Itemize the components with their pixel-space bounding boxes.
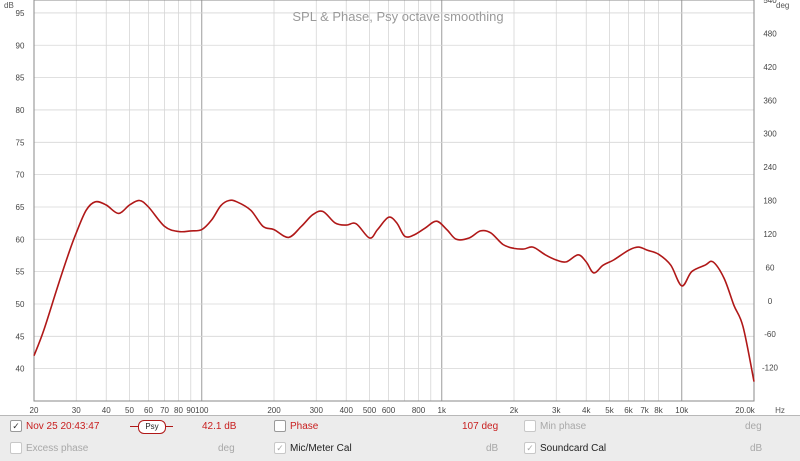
x-tick-label: 600 xyxy=(382,406,396,415)
x-tick-label: 400 xyxy=(340,406,354,415)
y-tick-label: 60 xyxy=(16,235,25,244)
series-level: 42.1 dB xyxy=(202,421,237,432)
x-tick-label: 200 xyxy=(267,406,281,415)
spl-trace xyxy=(33,199,755,382)
x-tick-label: 80 xyxy=(174,406,183,415)
y2-tick-label: 540 xyxy=(763,0,777,5)
x-tick-label: 30 xyxy=(72,406,81,415)
y-tick-label: 50 xyxy=(16,300,25,309)
right-unit-label: deg xyxy=(776,1,789,10)
plot-border xyxy=(33,0,755,402)
mic-cal-label: Mic/Meter Cal xyxy=(290,443,352,454)
x-tick-label: 40 xyxy=(102,406,111,415)
x-tick-label: 20 xyxy=(30,406,39,415)
x-tick-label: 100 xyxy=(195,406,209,415)
x-tick-label: 60 xyxy=(144,406,153,415)
grid xyxy=(33,0,755,401)
x-tick-label: 4k xyxy=(582,406,591,415)
plot-background xyxy=(34,0,754,401)
phase-value: 107 deg xyxy=(462,421,499,432)
x-unit-label: Hz xyxy=(775,406,785,415)
x-tick-label: 2k xyxy=(510,406,519,415)
y-tick-label: 55 xyxy=(16,268,25,277)
phase-checkbox[interactable] xyxy=(274,420,286,432)
x-tick-label: 7k xyxy=(640,406,649,415)
y2-tick-label: 360 xyxy=(763,96,777,105)
y-tick-label: 85 xyxy=(16,74,25,83)
smoothing-line-left xyxy=(130,426,138,427)
y-tick-label: 90 xyxy=(16,41,25,50)
x-tick-label: 10k xyxy=(675,406,689,415)
y-tick-label: 70 xyxy=(16,171,25,180)
y-tick-label: 40 xyxy=(16,365,25,374)
min-phase-label: Min phase xyxy=(540,421,587,432)
soundcard-cal-checkbox[interactable]: ✓ xyxy=(524,442,536,454)
y-tick-label: 75 xyxy=(16,138,25,147)
x-tick-label: 8k xyxy=(654,406,663,415)
left-unit-label: dB xyxy=(4,1,14,10)
y2-tick-label: 240 xyxy=(763,163,777,172)
excess-phase-unit: deg xyxy=(218,443,235,454)
legend-row-options: Excess phase deg ✓ Mic/Meter Cal dB ✓ So… xyxy=(0,438,800,460)
spl-phase-chart: 20 30 40 50 60 70 80 90 100 200 300 400 500 600 800 1k 2… xyxy=(4,0,789,415)
series xyxy=(33,199,755,382)
y-tick-label: 95 xyxy=(16,9,25,18)
legend-panel: ✓ Nov 25 20:43:47 Psy 42.1 dB Phase 107 … xyxy=(0,415,800,461)
y2-tick-label: 300 xyxy=(763,130,777,139)
smoothing-badge[interactable]: Psy xyxy=(138,420,166,434)
chart-title: SPL & Phase, Psy octave smoothing xyxy=(292,9,503,24)
x-tick-label: 90 xyxy=(186,406,195,415)
x-tick-label: 50 xyxy=(125,406,134,415)
smoothing-line-right xyxy=(165,426,173,427)
min-phase-unit: deg xyxy=(745,421,762,432)
excess-phase-checkbox[interactable] xyxy=(10,442,22,454)
y2-tick-label: 420 xyxy=(763,63,777,72)
y2-tick-label: 60 xyxy=(766,263,775,272)
y2-tick-label: -120 xyxy=(762,364,779,373)
x-tick-label: 3k xyxy=(552,406,561,415)
min-phase-checkbox[interactable] xyxy=(524,420,536,432)
series-visible-checkbox[interactable]: ✓ xyxy=(10,420,22,432)
x-tick-label: 70 xyxy=(160,406,169,415)
y2-tick-label: 180 xyxy=(763,197,777,206)
soundcard-cal-unit: dB xyxy=(750,443,763,454)
phase-label: Phase xyxy=(290,421,319,432)
y-tick-label: 65 xyxy=(16,203,25,212)
x-tick-label: 6k xyxy=(624,406,633,415)
legend-row-measurement: ✓ Nov 25 20:43:47 Psy 42.1 dB Phase 107 … xyxy=(0,416,800,438)
y2-tick-label: 120 xyxy=(763,230,777,239)
y2-tick-label: -60 xyxy=(764,330,776,339)
mic-cal-checkbox[interactable]: ✓ xyxy=(274,442,286,454)
y2-tick-label: 480 xyxy=(763,29,777,38)
y-tick-label: 45 xyxy=(16,332,25,341)
y2-tick-label: 0 xyxy=(768,297,773,306)
excess-phase-label: Excess phase xyxy=(26,443,89,454)
x-tick-label: 300 xyxy=(310,406,324,415)
y-tick-label: 80 xyxy=(16,106,25,115)
series-name[interactable]: Nov 25 20:43:47 xyxy=(26,421,100,432)
axes: 20 30 40 50 60 70 80 90 100 200 300 400 500 600 800 1k 2… xyxy=(16,0,779,415)
x-tick-label: 5k xyxy=(605,406,614,415)
soundcard-cal-label: Soundcard Cal xyxy=(540,443,607,454)
x-tick-label: 1k xyxy=(438,406,447,415)
x-tick-label: 20.0k xyxy=(735,406,756,415)
x-tick-label: 500 xyxy=(363,406,377,415)
x-tick-label: 800 xyxy=(412,406,426,415)
mic-cal-unit: dB xyxy=(486,443,499,454)
